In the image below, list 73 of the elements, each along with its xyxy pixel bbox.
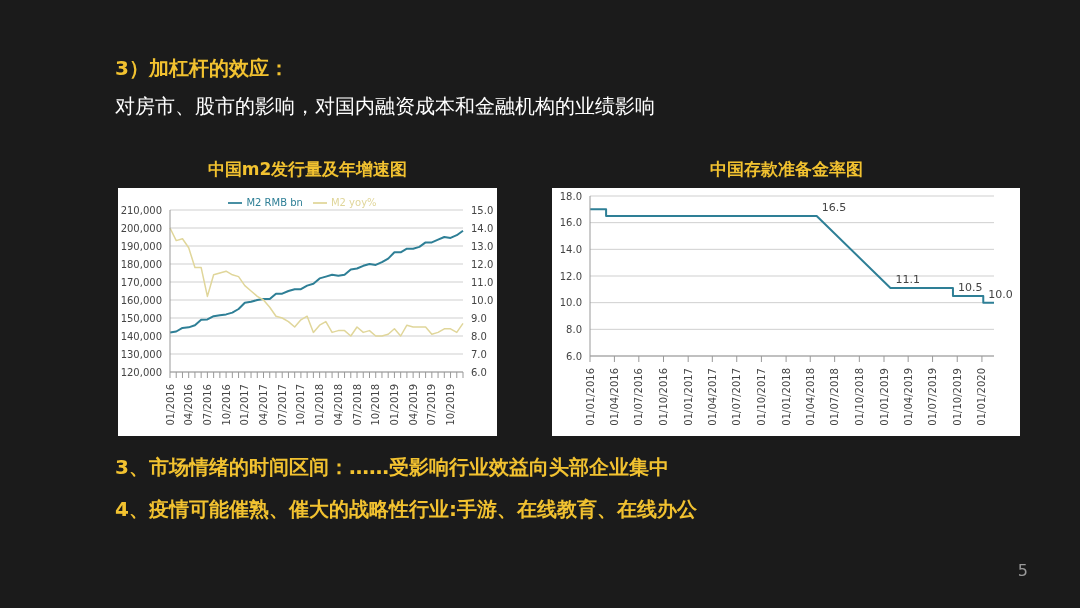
text: 对房市、股市的影响，对国内融资成本和金融机构的业绩影响: [115, 93, 655, 120]
annotation: 10.5: [957, 281, 983, 294]
y2-tick-label: 7.0: [471, 348, 487, 360]
x-tick-label: 01/2018: [314, 384, 326, 426]
annotation: 11.1: [895, 273, 920, 286]
y-tick-label: 190,000: [120, 240, 162, 252]
text: 3、市场情绪的时间区间：……受影响行业效益向头部企业集中: [115, 454, 669, 481]
x-tick-label: 07/2017: [276, 384, 288, 426]
text: 5: [1017, 561, 1028, 580]
y-tick-label: 160,000: [120, 294, 162, 306]
x-tick-label: 07/2018: [351, 384, 363, 426]
x-tick-label: 01/01/2018: [780, 368, 792, 426]
x-tick-label: 04/2018: [332, 384, 344, 426]
y2-tick-label: 11.0: [471, 276, 494, 288]
y-tick-label: 120,000: [120, 366, 162, 378]
x-tick-label: 01/10/2016: [658, 368, 669, 426]
x-tick-label: 01/2016: [164, 384, 176, 426]
y-tick-label: 180,000: [120, 258, 162, 270]
y2-tick-label: 15.0: [471, 204, 494, 216]
x-tick-label: 01/07/2017: [731, 368, 743, 426]
annotation: 16.5: [821, 201, 847, 214]
y-tick-label: 14.0: [559, 243, 582, 255]
x-tick-label: 01/04/2018: [804, 368, 816, 426]
x-tick-label: 01/01/2019: [878, 368, 890, 426]
x-tick-label: 01/07/2016: [633, 368, 645, 426]
text: 3）加杠杆的效应：: [115, 55, 289, 82]
y-tick-label: 210,000: [120, 204, 162, 216]
y-tick-label: 18.0: [559, 190, 582, 202]
x-tick-label: 01/01/2017: [682, 368, 694, 426]
x-tick-label: 01/01/2016: [584, 368, 596, 426]
x-tick-label: 04/2019: [407, 384, 419, 426]
y-tick-label: 12.0: [559, 270, 582, 282]
x-tick-label: 01/04/2016: [608, 368, 620, 426]
y-tick-label: 200,000: [120, 222, 162, 234]
x-tick-label: 01/2019: [388, 384, 400, 426]
y-tick-label: 150,000: [120, 312, 162, 324]
y-tick-label: 10.0: [559, 297, 582, 309]
y-tick-label: 130,000: [120, 348, 162, 360]
y-tick-label: 6.0: [566, 350, 582, 362]
chart-title: 中国m2发行量及年增速图: [206, 158, 409, 181]
x-tick-label: 01/10/2018: [853, 368, 865, 426]
x-tick-label: 10/2018: [370, 384, 382, 426]
x-tick-label: 01/04/2019: [902, 368, 914, 426]
y2-tick-label: 8.0: [471, 330, 487, 342]
x-tick-label: 10/2019: [445, 384, 457, 426]
y-tick-label: 170,000: [120, 276, 162, 288]
x-tick-label: 07/2016: [201, 384, 213, 426]
y2-tick-label: 12.0: [471, 258, 494, 270]
legend-label: M2 RMB bn: [246, 197, 303, 208]
y2-tick-label: 6.0: [471, 366, 487, 378]
y2-tick-label: 13.0: [471, 240, 494, 252]
y-tick-label: 140,000: [120, 330, 162, 342]
y2-tick-label: 10.0: [471, 294, 494, 306]
x-tick-label: 01/10/2019: [951, 368, 963, 426]
x-tick-label: 04/2017: [258, 384, 270, 426]
x-tick-label: 01/07/2018: [829, 368, 841, 426]
x-tick-label: 01/10/2017: [755, 368, 767, 426]
legend-label: M2 yoy%: [330, 197, 377, 208]
y2-tick-label: 9.0: [471, 312, 487, 324]
annotation: 10.0: [988, 287, 1013, 301]
x-tick-label: 10/2017: [295, 384, 307, 426]
x-tick-label: 07/2019: [426, 384, 438, 426]
x-tick-label: 01/01/2020: [976, 368, 988, 426]
chart-title: 中国存款准备金率图: [708, 158, 864, 181]
y-tick-label: 16.0: [559, 217, 582, 229]
x-tick-label: 01/04/2017: [706, 368, 718, 426]
y-tick-label: 8.0: [566, 323, 582, 335]
x-tick-label: 10/2016: [220, 384, 232, 426]
y2-tick-label: 14.0: [471, 222, 494, 234]
x-tick-label: 04/2016: [183, 384, 195, 426]
text: 4、疫情可能催熟、催大的战略性行业:手游、在线教育、在线办公: [115, 496, 697, 523]
x-tick-label: 01/07/2019: [927, 368, 939, 426]
x-tick-label: 01/2017: [239, 384, 251, 426]
